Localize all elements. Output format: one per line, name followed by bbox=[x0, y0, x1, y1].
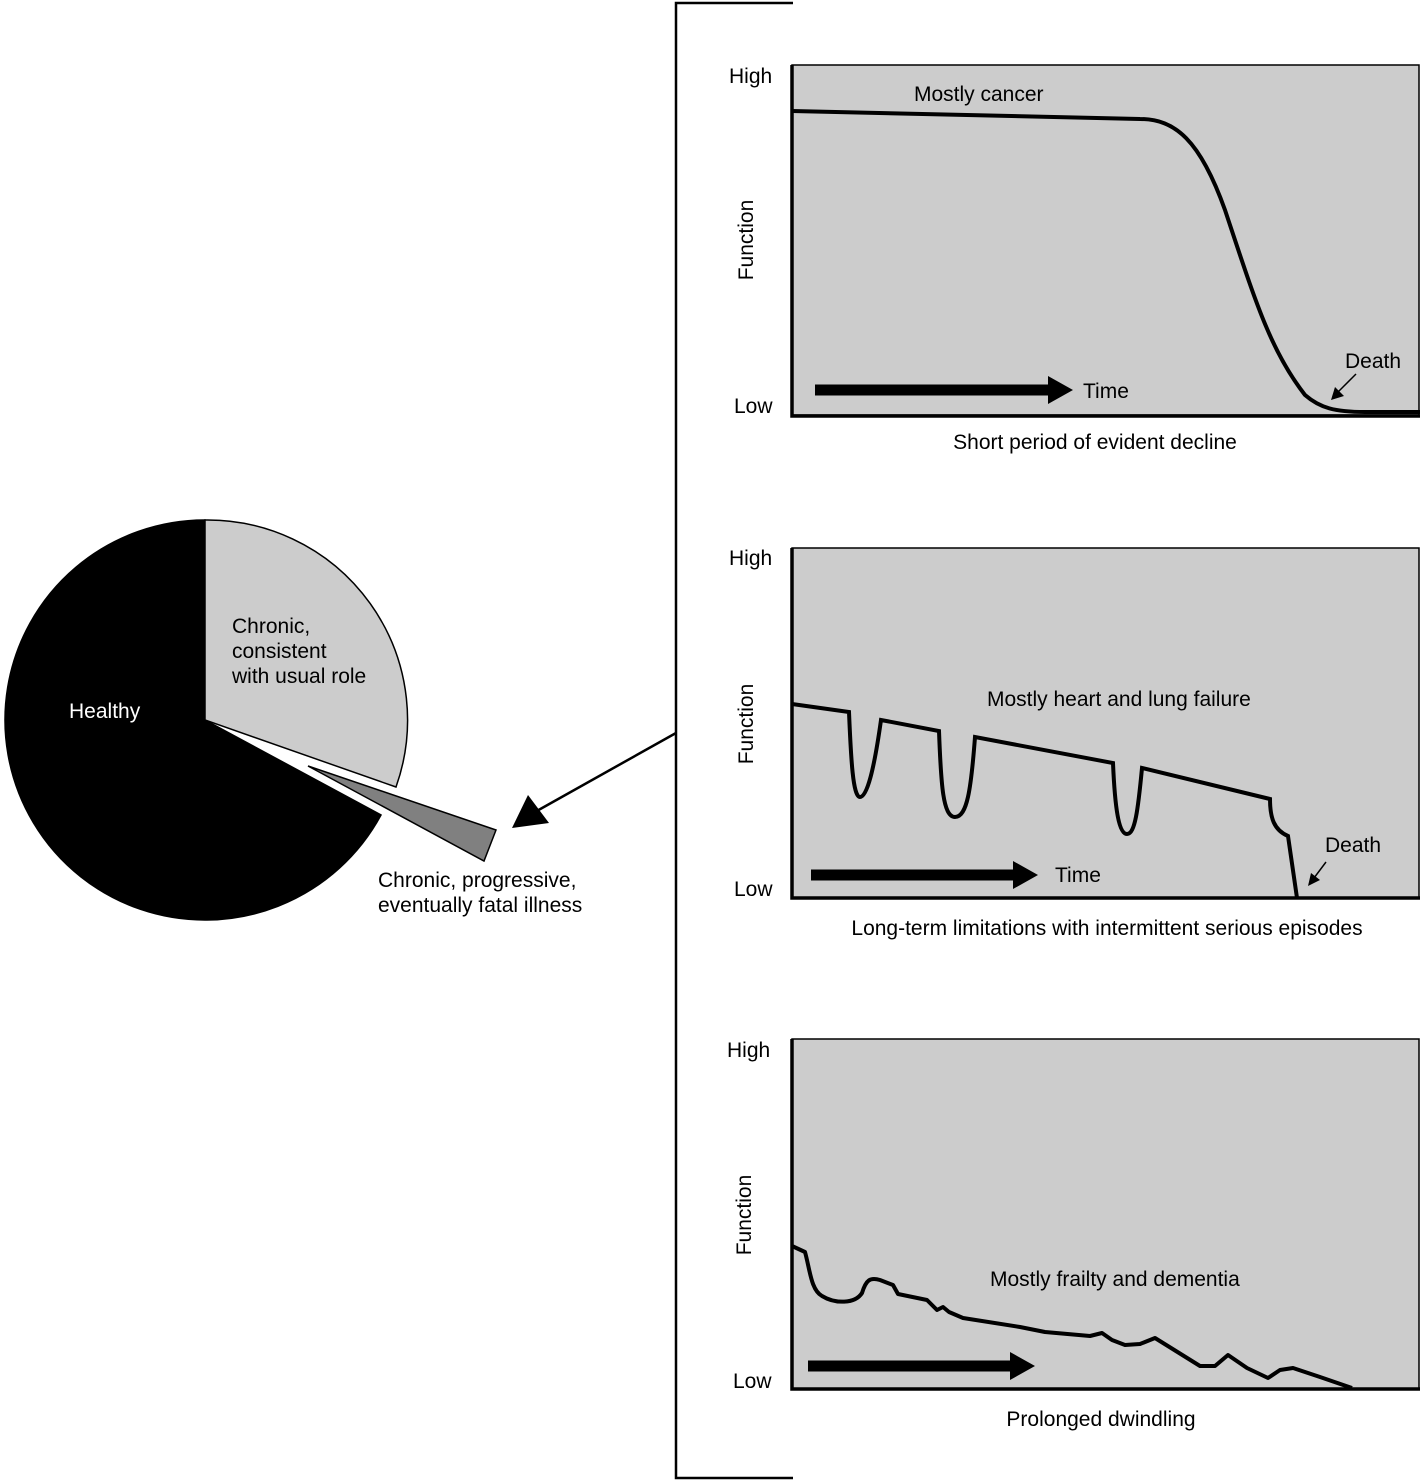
pie-label-healthy: Healthy bbox=[69, 700, 141, 723]
connector bbox=[512, 1, 793, 1480]
trajectory-line bbox=[791, 109, 1420, 414]
pie-label-chronic-consistent: Chronic, consistent with usual role bbox=[231, 615, 366, 688]
time-label: Time bbox=[1083, 380, 1129, 403]
time-label: Time bbox=[1055, 864, 1101, 887]
illness-pie-chart: Healthy Chronic, consistent with usual r… bbox=[4, 519, 582, 921]
panel-caption: Short period of evident decline bbox=[953, 431, 1237, 454]
pie-label-chronic-progressive: Chronic, progressive, eventually fatal i… bbox=[378, 869, 582, 917]
death-pointer-line bbox=[1313, 861, 1327, 879]
pie-label-line: eventually fatal illness bbox=[378, 894, 582, 917]
trajectory-line bbox=[791, 1244, 1353, 1390]
trajectory-line bbox=[791, 702, 1299, 899]
y-high-label: High bbox=[727, 1039, 770, 1062]
y-high-label: High bbox=[729, 65, 772, 88]
death-label: Death bbox=[1325, 834, 1381, 857]
pie-slice-chronic-consistent bbox=[204, 519, 409, 788]
panel-background bbox=[791, 64, 1420, 416]
time-arrow-head bbox=[1013, 861, 1038, 889]
pie-label-line: consistent bbox=[232, 640, 327, 663]
bracket bbox=[674, 1, 793, 1480]
connector-arrowhead bbox=[512, 795, 549, 828]
y-axis-title: Function bbox=[733, 1175, 756, 1256]
panel-frailty: High Low Function Mostly frailty and dem… bbox=[727, 1038, 1420, 1431]
death-pointer-head bbox=[1331, 387, 1344, 400]
pie-slice-chronic-progressive bbox=[307, 765, 497, 863]
time-arrow-head bbox=[1010, 1352, 1035, 1380]
pie-label-line: Chronic, bbox=[232, 615, 310, 638]
y-low-label: Low bbox=[734, 395, 773, 418]
death-label: Death bbox=[1345, 350, 1401, 373]
trajectory-annotation: Mostly cancer bbox=[914, 83, 1044, 106]
death-pointer-head bbox=[1308, 873, 1320, 886]
y-axis bbox=[790, 65, 1420, 418]
y-axis-title: Function bbox=[735, 200, 758, 281]
y-low-label: Low bbox=[734, 878, 773, 901]
panel-heart-lung: High Low Function Mostly heart and lung … bbox=[729, 547, 1420, 940]
y-axis bbox=[790, 548, 1420, 900]
time-arrow-head bbox=[1048, 376, 1073, 404]
connector-line bbox=[534, 731, 677, 814]
death-pointer-line bbox=[1337, 373, 1357, 393]
pie-label-line: with usual role bbox=[231, 665, 366, 688]
y-axis-title: Function bbox=[735, 684, 758, 765]
trajectory-annotation: Mostly frailty and dementia bbox=[990, 1268, 1240, 1291]
panel-cancer: High Low Function Mostly cancer Time Dea… bbox=[729, 64, 1420, 454]
y-axis bbox=[790, 1039, 1420, 1391]
pie-slice-healthy bbox=[4, 519, 383, 921]
y-high-label: High bbox=[729, 547, 772, 570]
trajectory-annotation: Mostly heart and lung failure bbox=[987, 688, 1251, 711]
panel-caption: Long-term limitations with intermittent … bbox=[851, 917, 1362, 940]
panel-caption: Prolonged dwindling bbox=[1006, 1408, 1195, 1431]
pie-label-line: Chronic, progressive, bbox=[378, 869, 576, 892]
y-low-label: Low bbox=[733, 1370, 772, 1393]
